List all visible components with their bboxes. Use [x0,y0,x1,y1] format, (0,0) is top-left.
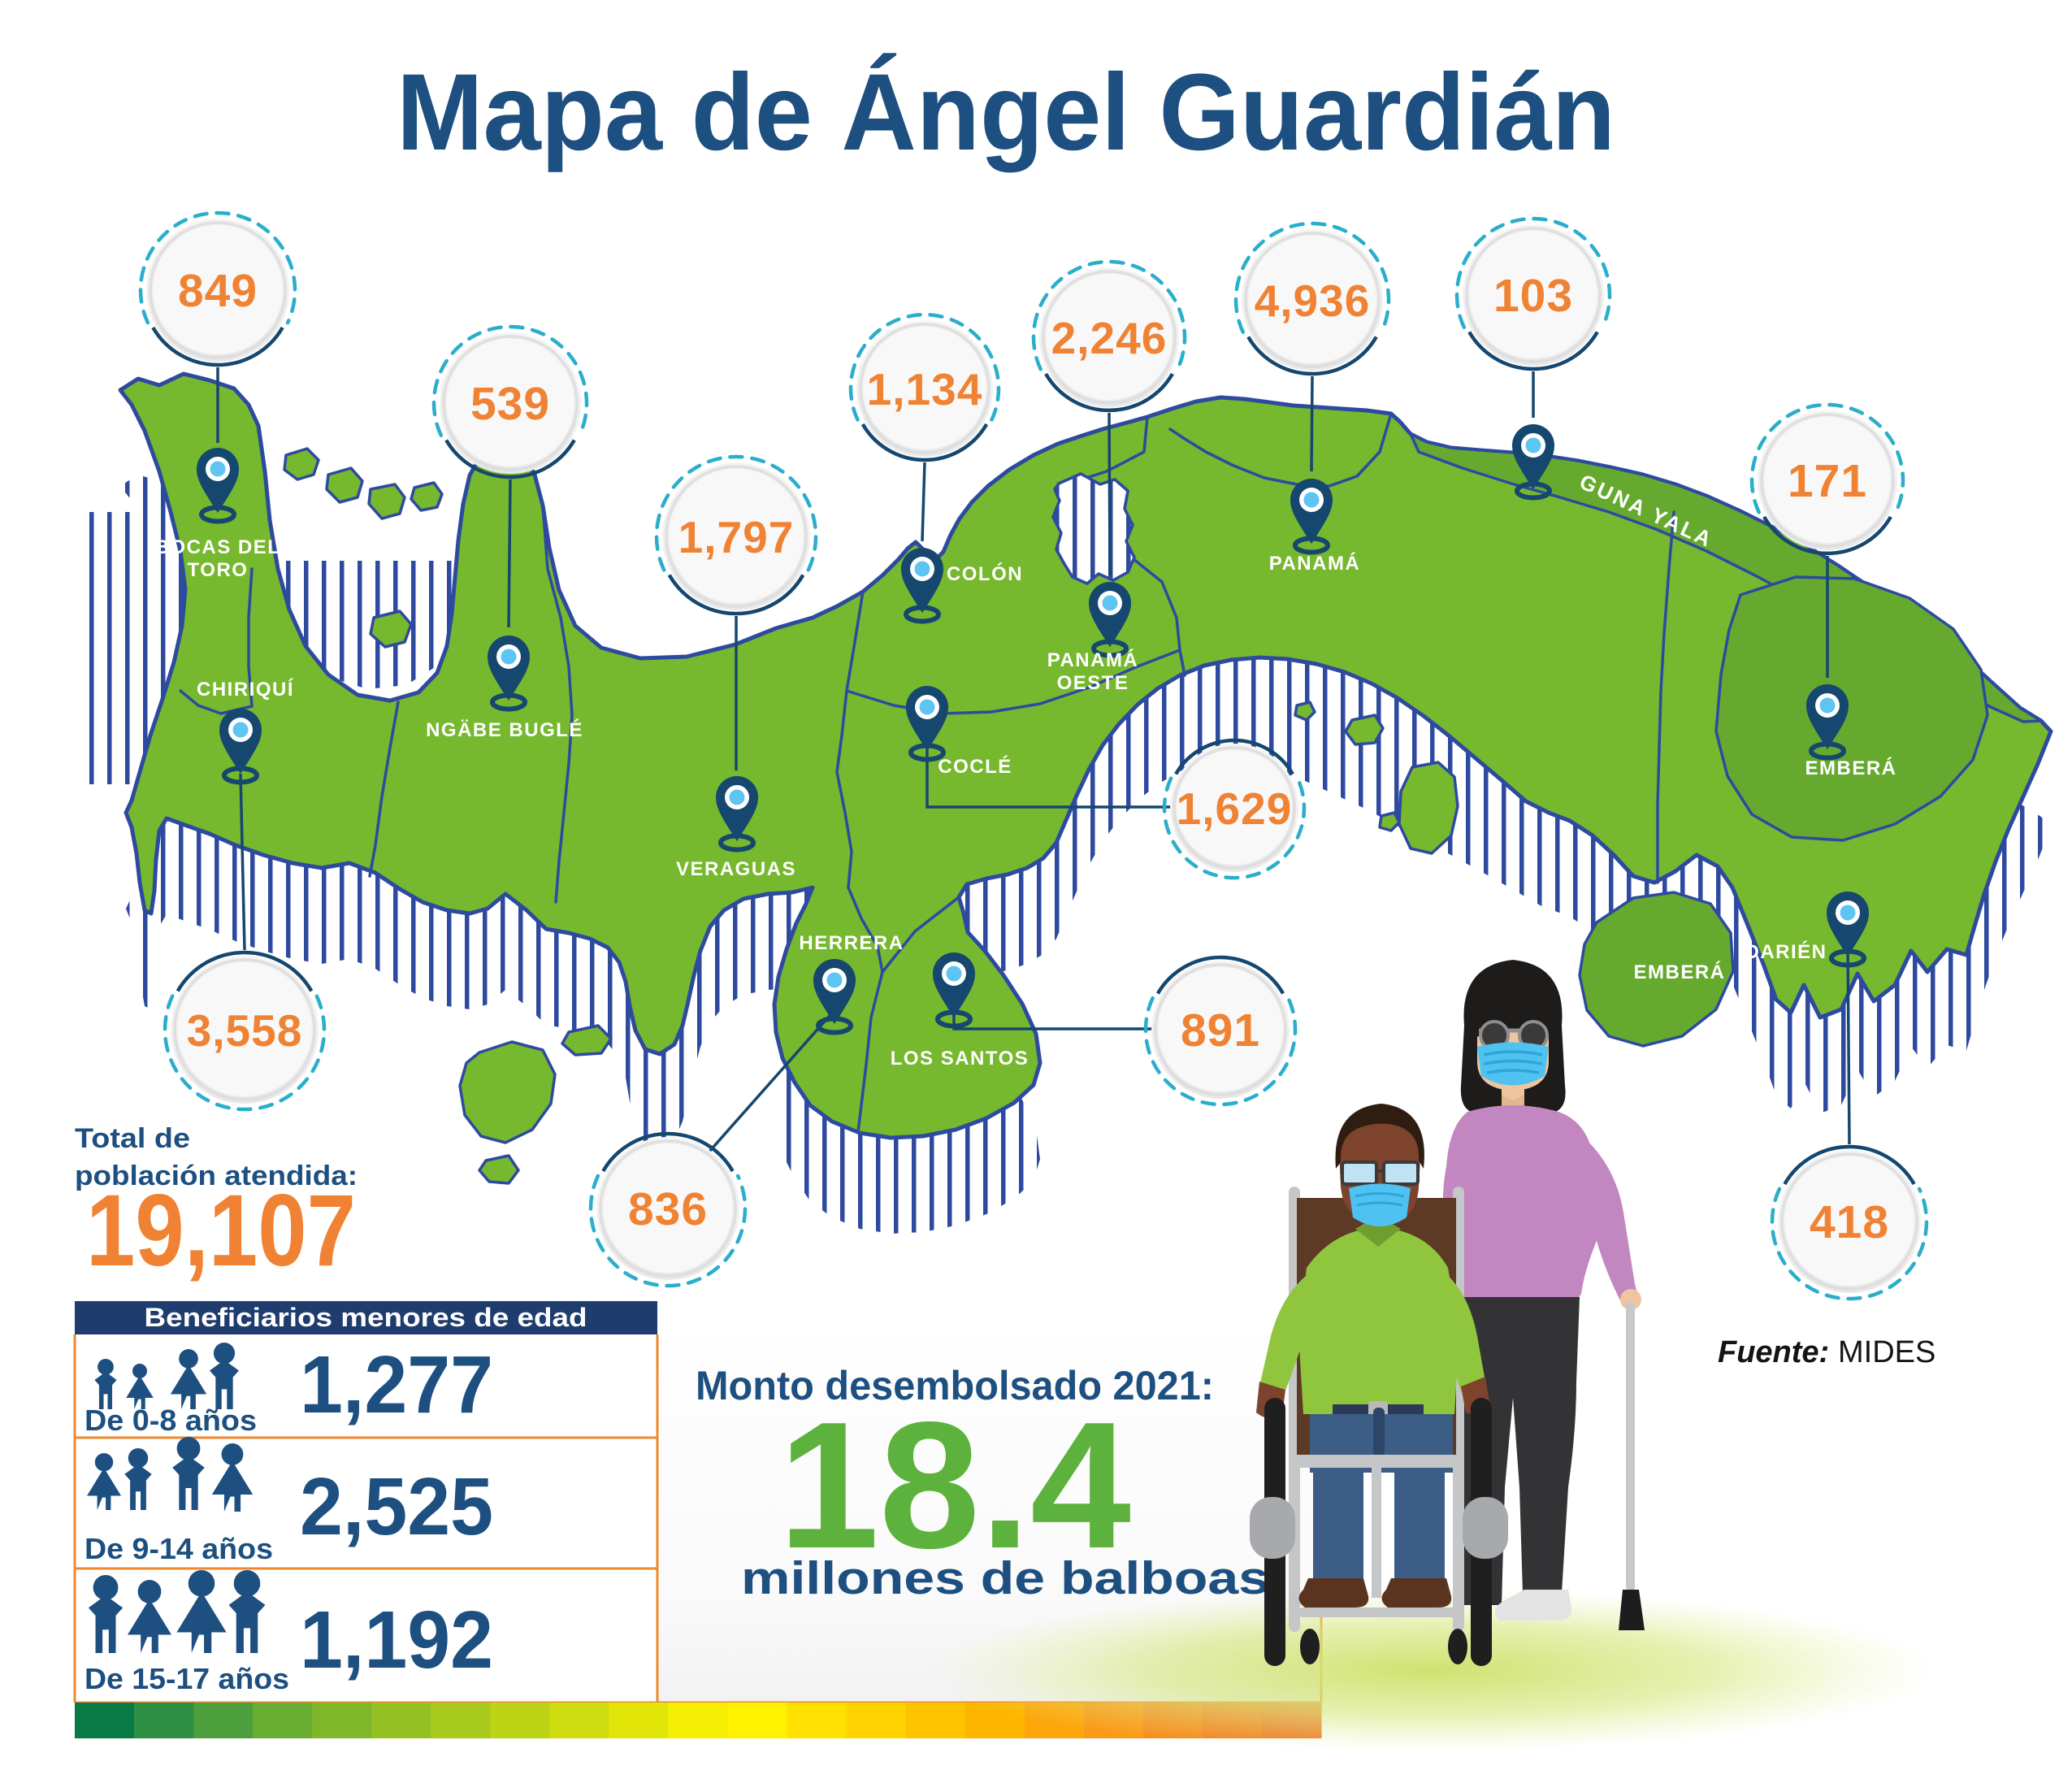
svg-text:Mapa de Ángel Guardián: Mapa de Ángel Guardián [397,52,1615,173]
svg-text:HERRERA: HERRERA [799,932,904,954]
svg-text:103: 103 [1493,270,1573,322]
svg-text:171: 171 [1788,455,1867,507]
svg-text:TORO: TORO [188,559,249,581]
svg-text:CHIRIQUÍ: CHIRIQUÍ [197,678,294,701]
svg-text:DARIÉN: DARIÉN [1745,940,1827,963]
svg-text:Monto desembolsado 2021:: Monto desembolsado 2021: [696,1363,1214,1408]
svg-text:3,558: 3,558 [187,1005,303,1056]
svg-text:De 15-17 años: De 15-17 años [85,1662,289,1695]
svg-text:1,134: 1,134 [867,364,983,414]
svg-text:EMBERÁ: EMBERÁ [1805,757,1896,779]
svg-text:19,107: 19,107 [86,1174,356,1287]
svg-text:De 0-8 años: De 0-8 años [85,1404,257,1437]
svg-text:891: 891 [1181,1004,1260,1057]
svg-text:1,629: 1,629 [1177,783,1293,834]
svg-text:VERAGUAS: VERAGUAS [676,858,796,880]
svg-text:2,525: 2,525 [300,1461,493,1552]
svg-text:849: 849 [178,265,258,317]
svg-text:1,797: 1,797 [678,512,795,562]
svg-text:836: 836 [628,1183,708,1235]
svg-text:EMBERÁ: EMBERÁ [1633,961,1725,983]
svg-text:1,192: 1,192 [300,1595,493,1686]
svg-text:1,277: 1,277 [300,1339,493,1430]
svg-text:18.4: 18.4 [778,1385,1131,1586]
svg-text:COCLÉ: COCLÉ [938,755,1012,778]
svg-text:MIDES: MIDES [1838,1335,1935,1369]
svg-text:OESTE: OESTE [1057,672,1129,694]
svg-text:población atendida:: población atendida: [75,1161,358,1191]
svg-text:Fuente:: Fuente: [1718,1335,1829,1369]
svg-text:millones de balboas: millones de balboas [741,1552,1269,1604]
svg-text:4,936: 4,936 [1255,276,1371,326]
svg-text:De 9-14 años: De 9-14 años [85,1532,273,1565]
svg-text:Total de: Total de [75,1123,190,1154]
svg-text:539: 539 [470,378,550,430]
svg-text:2,246: 2,246 [1051,313,1168,363]
svg-text:BOCAS DEL: BOCAS DEL [155,536,281,558]
svg-text:Beneficiarios menores de edad: Beneficiarios menores de edad [145,1303,587,1332]
svg-text:COLÓN: COLÓN [947,562,1023,585]
svg-text:PANAMÁ: PANAMÁ [1269,552,1361,575]
svg-text:418: 418 [1810,1196,1889,1248]
svg-text:LOS SANTOS: LOS SANTOS [891,1048,1029,1070]
svg-text:NGÄBE BUGLÉ: NGÄBE BUGLÉ [426,718,583,741]
svg-text:PANAMÁ: PANAMÁ [1047,649,1139,671]
